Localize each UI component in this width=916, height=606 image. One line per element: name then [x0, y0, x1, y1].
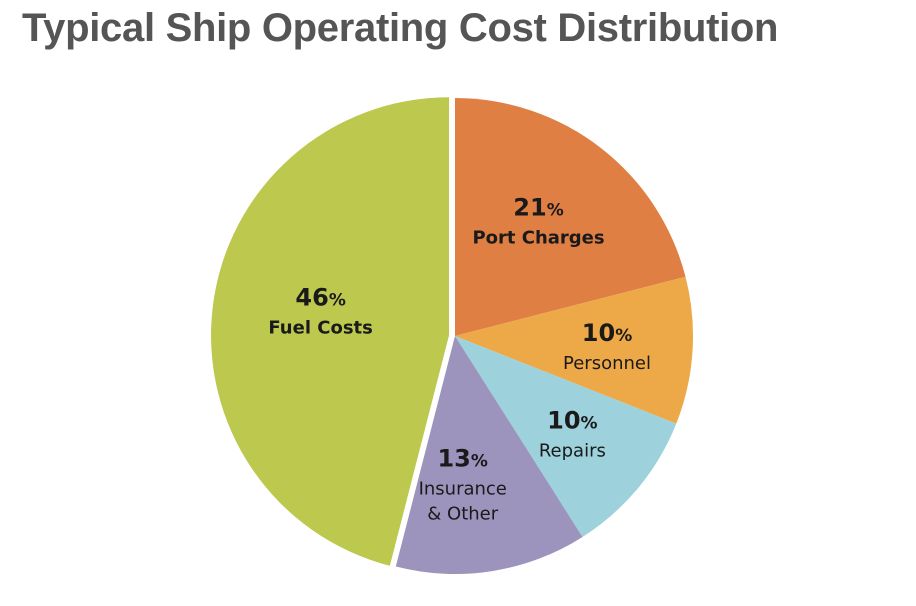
slice-fuel-costs	[211, 97, 450, 566]
category-label-repairs: Repairs	[539, 441, 606, 462]
category-label-personnel: Personnel	[563, 353, 651, 374]
pie-labels: 21% Port Charges 10% Personnel 10% Repairs 13%…	[268, 194, 651, 525]
pie-slices	[211, 97, 693, 574]
category-label-fuel-costs: Fuel Costs	[268, 317, 372, 338]
value-label-repairs: 10%	[547, 407, 597, 435]
value-label-fuel-costs: 46%	[295, 283, 345, 311]
label-personnel: 10% Personnel	[563, 319, 651, 374]
category-label-port-charges: Port Charges	[472, 228, 604, 249]
slice-personnel	[455, 276, 693, 424]
value-label-port-charges: 21%	[513, 194, 563, 222]
slice-repairs	[455, 336, 677, 537]
label-repairs: 10% Repairs	[539, 407, 606, 462]
label-fuel-costs: 46% Fuel Costs	[268, 283, 372, 338]
slice-insurance-and-other	[395, 336, 583, 574]
value-label-personnel: 10%	[582, 319, 632, 347]
label-port-charges: 21% Port Charges	[472, 194, 604, 249]
slice-port-charges	[455, 98, 686, 336]
category-label-insurance-and-other-line-2: & Other	[427, 503, 498, 524]
value-label-insurance-and-other: 13%	[437, 444, 487, 472]
chart-title: Typical Ship Operating Cost Distribution	[22, 6, 779, 50]
category-label-insurance-and-other-line-1: Insurance	[419, 478, 507, 499]
label-insurance-and-other: 13% Insurance & Other	[419, 444, 507, 524]
